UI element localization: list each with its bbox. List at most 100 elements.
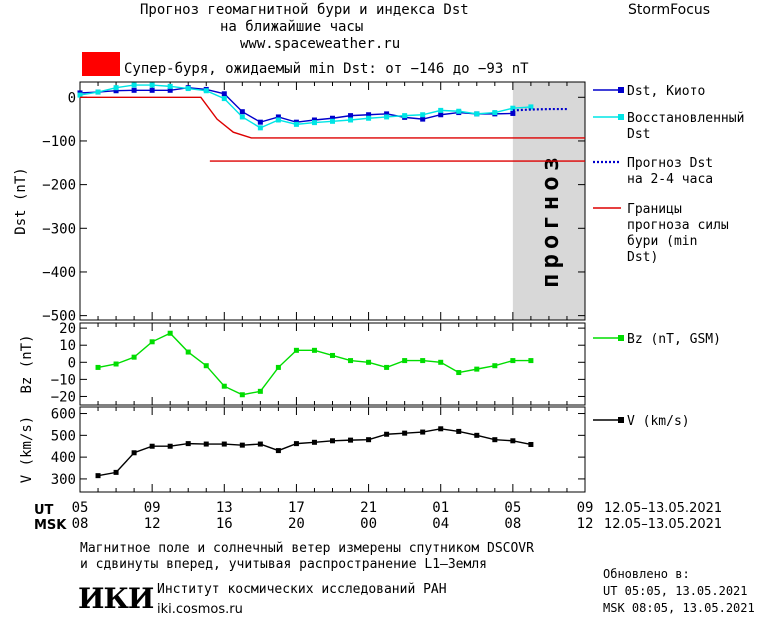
website-url[interactable]: www.spaceweather.ru	[240, 36, 401, 52]
x-tick-label-msk: 08	[504, 516, 521, 532]
bz-series-0-line	[97, 332, 531, 396]
bz-series-0-point	[492, 363, 498, 369]
dst-series-1-point	[311, 120, 317, 126]
dst-series-2-line	[512, 107, 567, 112]
bz-series-0-point	[330, 352, 335, 358]
bz-series-0-point	[167, 330, 173, 336]
v-series-0-point	[311, 439, 317, 445]
bz-series-0-point	[95, 364, 101, 370]
x-tick-label-ut: 05	[504, 500, 521, 516]
v-legend-label: V (km/s)	[627, 414, 690, 429]
v-series-0-point	[95, 473, 101, 479]
dst-legend-label: Границы прогноза силы бури (min Dst)	[627, 202, 729, 265]
institute-name: Институт космических исследований РАН	[157, 582, 447, 597]
updated-msk: MSK 08:05, 13.05.2021	[603, 601, 755, 615]
bz-ylabel: Bz (nT)	[19, 334, 35, 393]
iki-logo: ИКИ	[78, 582, 154, 615]
brand-label: StormFocus	[628, 2, 711, 18]
dst-series-1-point	[221, 96, 227, 102]
dst-series-1-point	[348, 117, 354, 123]
dst-legend-marker	[618, 87, 624, 93]
bz-ytick-label: 10	[59, 338, 76, 354]
dst-legend-label-line: Dst	[627, 127, 650, 142]
x-tick-label-ut: 09	[577, 500, 594, 516]
v-series-0-point	[293, 441, 299, 447]
dst-series-0-point	[311, 117, 317, 123]
dst-series-0-point	[420, 116, 426, 122]
v-series-0-point	[384, 431, 390, 437]
v-series-0-point	[528, 441, 534, 447]
dst-series-0-point	[348, 113, 354, 119]
dst-legend-marker	[618, 114, 624, 120]
dst-legend-label: Восстановленный Dst	[627, 111, 744, 142]
x-tick-label-ut: 05	[72, 500, 89, 516]
bz-series-0-point	[510, 358, 516, 364]
v-series-0-point	[185, 441, 191, 447]
v-series-0-point	[348, 437, 354, 443]
dst-series-1-point	[510, 105, 516, 111]
bz-series-0-point	[438, 359, 444, 365]
dst-ytick-label: 0	[68, 90, 76, 106]
dst-series-0-point	[275, 114, 281, 120]
bz-ytick-label: 0	[68, 355, 76, 371]
v-series-0-point	[510, 438, 516, 444]
bz-ytick-label: 20	[59, 321, 76, 337]
dst-series-1-point	[275, 117, 281, 123]
v-series-0-point	[149, 443, 155, 449]
updated-ut: UT 05:05, 13.05.2021	[603, 584, 748, 598]
bz-series-0-point	[293, 347, 299, 353]
v-series-0-point	[402, 430, 408, 436]
v-series-0-point	[167, 443, 173, 449]
dst-series-0-point	[221, 91, 227, 97]
dst-series-1-point	[438, 107, 444, 113]
dst-series-0-point	[113, 88, 119, 94]
dst-legend-label: Dst, Киото	[627, 84, 705, 99]
v-legend-label-line: V (km/s)	[627, 414, 690, 429]
dst-series-1-point	[185, 86, 191, 92]
v-series-0-point	[420, 429, 426, 435]
v-series-0-point	[131, 450, 137, 456]
v-series-0-point	[474, 432, 480, 438]
dst-series-1-point	[384, 114, 390, 120]
dst-ylabel: Dst (nT)	[13, 167, 29, 234]
dst-ytick-label: −100	[42, 134, 76, 150]
dst-series-1-point	[131, 82, 137, 88]
bz-legend-label: Bz (nT, GSM)	[627, 332, 721, 347]
x-tick-label-msk: 00	[360, 516, 377, 532]
bz-series-0-point	[311, 347, 317, 353]
dst-legend-label-line: Dst, Киото	[627, 84, 705, 99]
dst-series-0-point	[257, 119, 263, 125]
bz-series-0-point	[239, 392, 245, 398]
dst-series-1-point	[149, 82, 155, 88]
v-series-0-point	[330, 438, 335, 444]
v-ytick-label: 600	[51, 407, 76, 423]
x-tick-label-msk: 16	[216, 516, 233, 532]
v-series-0-point	[239, 442, 245, 448]
dst-series-3-line	[80, 96, 585, 139]
alert-text: Супер-буря, ожидаемый min Dst: от −146 д…	[124, 61, 529, 77]
dst-series-1-point	[239, 114, 245, 120]
dst-series-0-point	[131, 87, 137, 93]
x-tick-label-msk: 04	[432, 516, 449, 532]
forecast-band-label: прогноз	[536, 152, 564, 288]
bz-series-0-point	[131, 354, 137, 360]
bz-series-0-point	[257, 388, 263, 394]
bz-ytick-label: −10	[51, 372, 76, 388]
bz-series-0-point	[275, 364, 281, 370]
dst-series-0-point	[510, 110, 516, 116]
bz-series-0-point	[528, 358, 534, 364]
updated-label: Обновлено в:	[603, 567, 690, 581]
x-axis-msk-label: MSK	[34, 518, 67, 533]
bz-ytick-label: −20	[51, 389, 76, 405]
dst-series-1-point	[203, 88, 209, 94]
bz-series-0-point	[456, 370, 462, 376]
x-axis-ut-range: 12.05–13.05.2021	[604, 501, 722, 516]
bz-series-0-point	[348, 358, 354, 364]
v-series-0-point	[221, 441, 227, 447]
v-series-0-point	[113, 469, 119, 475]
dst-series-1-point	[492, 110, 498, 116]
bz-series-0-point	[149, 339, 155, 345]
institute-url[interactable]: iki.cosmos.ru	[157, 602, 243, 617]
dst-legend-label-line: Восстановленный	[627, 111, 744, 126]
bz-panel-frame	[79, 322, 586, 406]
